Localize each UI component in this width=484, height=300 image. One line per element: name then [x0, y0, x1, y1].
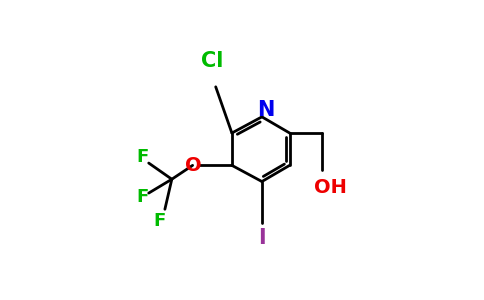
Text: F: F: [153, 212, 165, 230]
Text: O: O: [185, 156, 202, 175]
Text: Cl: Cl: [201, 51, 224, 71]
Text: I: I: [258, 228, 266, 248]
Text: OH: OH: [314, 178, 347, 197]
Text: N: N: [257, 100, 274, 120]
Text: F: F: [137, 188, 149, 206]
Text: F: F: [137, 148, 149, 166]
